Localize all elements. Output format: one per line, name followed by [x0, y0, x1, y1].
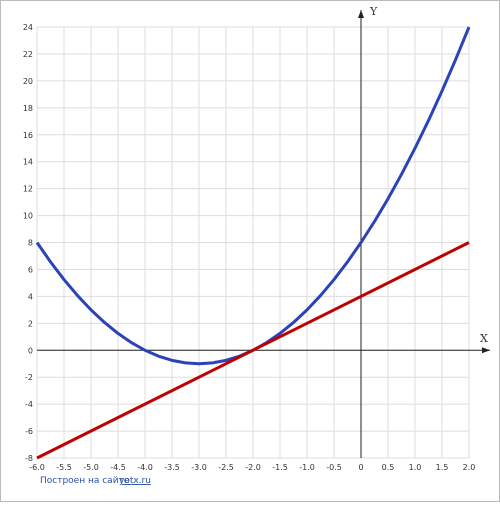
- y-tick-label: 8: [28, 239, 33, 248]
- y-tick-label: 12: [23, 185, 33, 194]
- y-tick-label: 10: [23, 212, 33, 221]
- x-tick-label: -3.5: [164, 463, 180, 472]
- y-tick-label: 6: [28, 265, 33, 274]
- y-axis-label: Y: [369, 5, 378, 18]
- x-tick-label: 0: [358, 463, 363, 472]
- x-tick-label: -1.0: [299, 463, 315, 472]
- x-tick-label: 1.5: [436, 463, 449, 472]
- x-tick-label: -6.0: [29, 463, 45, 472]
- y-tick-label: 0: [28, 346, 33, 355]
- y-tick-label: -4: [25, 400, 33, 409]
- series-line: [36, 241, 470, 460]
- x-tick-label: 0.5: [382, 463, 395, 472]
- x-tick-label: 1.0: [409, 463, 422, 472]
- footer-link[interactable]: yotx.ru: [119, 476, 151, 486]
- x-tick-label: -2.0: [245, 463, 261, 472]
- y-tick-label: 22: [23, 50, 33, 59]
- y-tick-label: 18: [23, 104, 33, 113]
- x-tick-label: -2.5: [218, 463, 234, 472]
- y-tick-label: -6: [25, 427, 33, 436]
- y-tick-label: 16: [23, 131, 33, 140]
- y-tick-label: 24: [23, 23, 33, 32]
- x-tick-label: -0.5: [326, 463, 342, 472]
- y-tick-label: 14: [23, 158, 33, 167]
- y-tick-label: 20: [23, 77, 33, 86]
- x-tick-label: 2.0: [463, 463, 476, 472]
- y-tick-label: -8: [25, 454, 33, 463]
- x-tick-label: -5.0: [83, 463, 99, 472]
- x-tick-label: -4.5: [110, 463, 126, 472]
- x-axis-arrow: [482, 347, 490, 354]
- x-tick-label: -1.5: [272, 463, 288, 472]
- y-axis-arrow: [358, 10, 364, 18]
- footer-text: Построен на сайте: [40, 476, 130, 486]
- x-tick-label: -3.0: [191, 463, 207, 472]
- x-tick-label: -4.0: [137, 463, 153, 472]
- x-axis-label: X: [480, 332, 488, 345]
- y-tick-label: 4: [28, 292, 33, 301]
- y-tick-label: -2: [25, 373, 33, 382]
- y-tick-label: 2: [28, 319, 33, 328]
- x-tick-label: -5.5: [56, 463, 72, 472]
